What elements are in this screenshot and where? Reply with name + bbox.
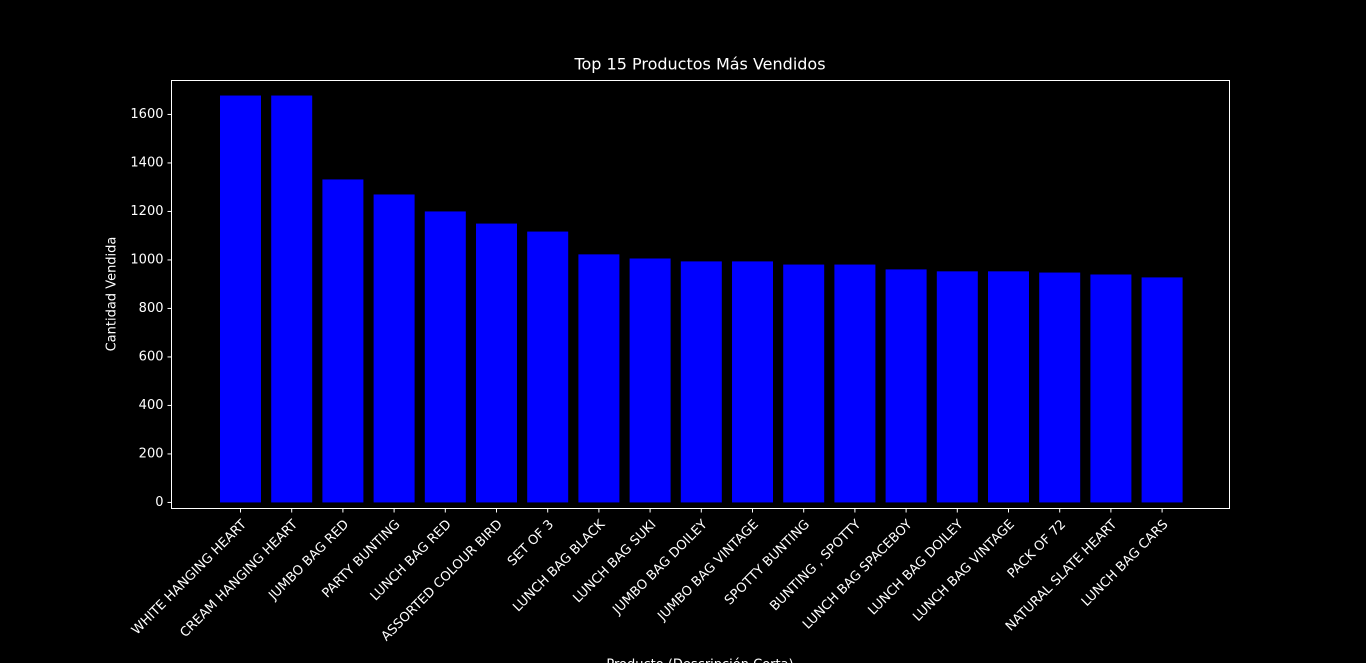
y-tick-label: 1400 [130,155,163,170]
y-tick-label: 200 [139,446,164,461]
y-tick-label: 1200 [130,204,163,219]
bar [476,223,517,503]
bar [1090,274,1132,503]
bar [834,264,876,503]
bar [322,179,364,503]
x-axis-label: Producto (Descripción Corta) [606,658,793,663]
bar [578,254,620,503]
chart-title: Top 15 Productos Más Vendidos [573,55,825,74]
bar [424,211,466,503]
x-tick-label: SPOTTY BUNTING [722,517,813,608]
bar [885,269,927,503]
bar [1039,272,1081,503]
bar [936,271,978,503]
x-tick-label: JUMBO BAG VINTAGE [654,517,761,624]
bar [680,261,722,503]
bar [732,261,773,503]
x-tick-label: JUMBO BAG DOILEY [610,517,711,618]
x-tick-label: BUNTING , SPOTTY [767,517,864,614]
bar [220,95,261,503]
bar [1141,277,1183,503]
plot-frame [171,80,1230,509]
x-tick-label: LUNCH BAG CARS [1079,517,1172,610]
bar [629,258,671,503]
x-tick-label: SET OF 3 [505,517,557,569]
y-tick-label: 0 [155,495,163,510]
bar [783,264,825,503]
bar [271,95,313,503]
bar [527,231,569,503]
y-tick-label: 1600 [130,107,163,122]
bar [988,271,1029,503]
y-axis-label: Cantidad Vendida [105,237,120,352]
y-tick-label: 400 [139,398,164,413]
x-tick-label: LUNCH BAG BLACK [510,517,608,615]
x-tick-label: LUNCH BAG VINTAGE [910,517,1017,624]
x-tick-label: LUNCH BAG DOILEY [865,517,966,618]
y-tick-label: 1000 [130,252,163,267]
bar [373,194,415,503]
y-tick-label: 600 [139,349,164,364]
y-tick-label: 800 [139,301,164,316]
